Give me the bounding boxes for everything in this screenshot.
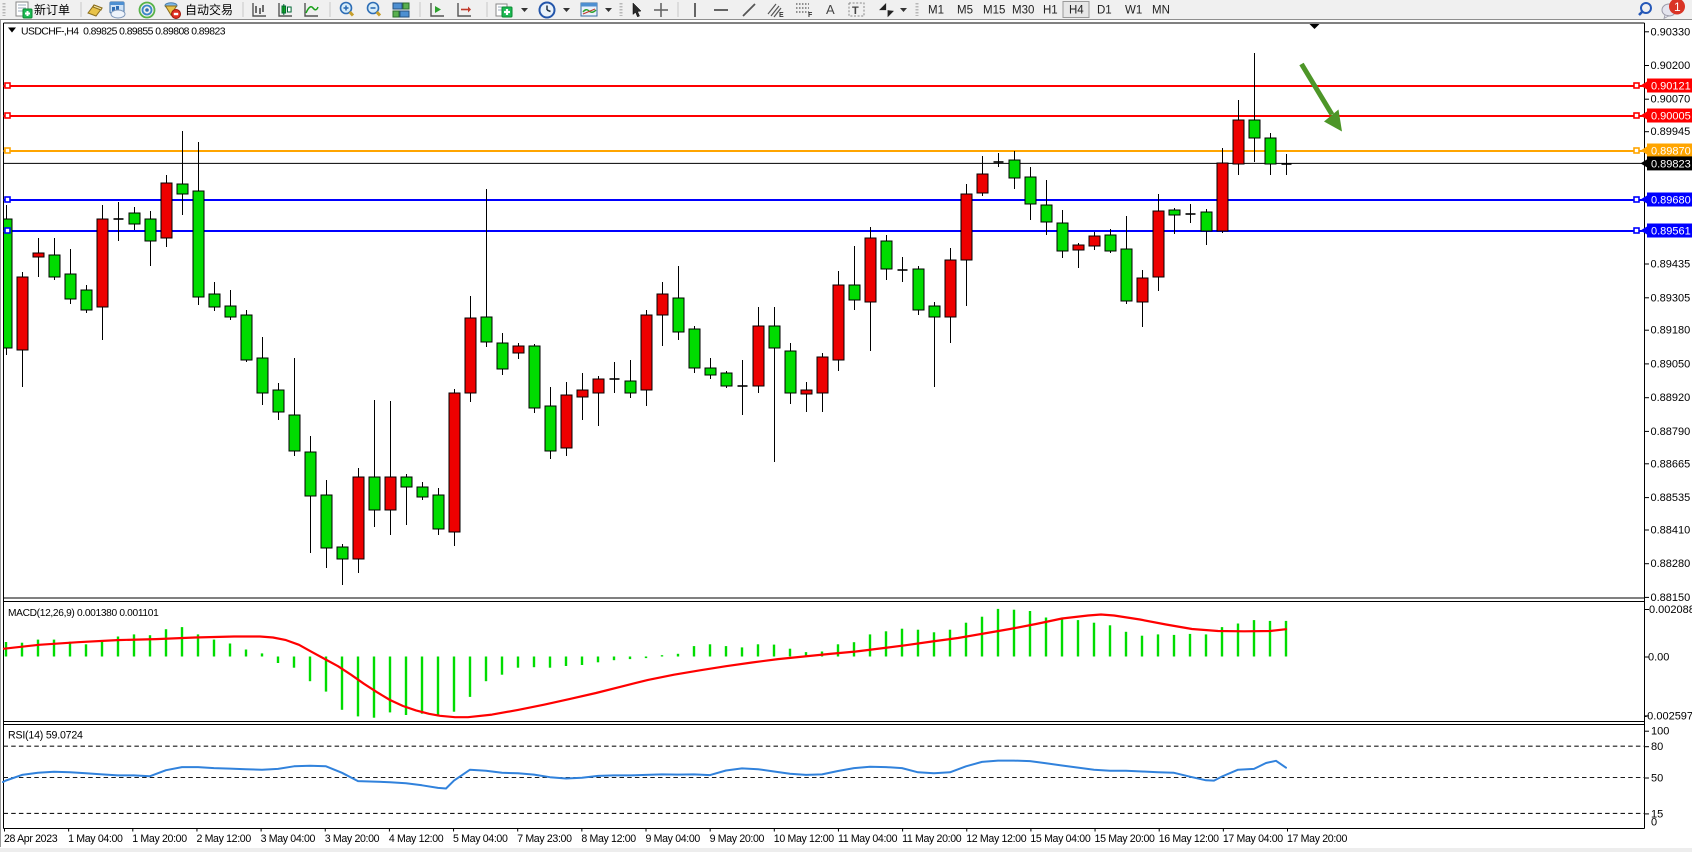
svg-text:0.90070: 0.90070 <box>1651 94 1691 106</box>
svg-text:17 May 20:00: 17 May 20:00 <box>1287 833 1347 845</box>
svg-text:1 May 20:00: 1 May 20:00 <box>132 833 187 845</box>
svg-text:50: 50 <box>1651 773 1663 785</box>
svg-text:MACD(12,26,9) 0.001380 0.00110: MACD(12,26,9) 0.001380 0.001101 <box>8 608 159 619</box>
svg-text:0.89435: 0.89435 <box>1651 259 1691 271</box>
svg-text:0.89823: 0.89823 <box>1651 158 1691 170</box>
svg-text:0.88790: 0.88790 <box>1651 426 1691 438</box>
svg-text:USDCHF-,H4 0.89825 0.89855 0.: USDCHF-,H4 0.89825 0.89855 0.89808 0.898… <box>21 27 226 38</box>
svg-text:D1: D1 <box>1097 5 1112 17</box>
svg-text:0.89561: 0.89561 <box>1651 226 1691 238</box>
svg-text:15: 15 <box>1651 808 1663 820</box>
svg-text:H1: H1 <box>1043 5 1058 17</box>
svg-text:4 May 12:00: 4 May 12:00 <box>389 833 444 845</box>
svg-text:M1: M1 <box>928 5 944 17</box>
svg-text:0.88665: 0.88665 <box>1651 458 1691 470</box>
svg-text:MN: MN <box>1152 5 1170 17</box>
svg-text:15 May 20:00: 15 May 20:00 <box>1095 833 1155 845</box>
svg-text:11 May 20:00: 11 May 20:00 <box>902 833 962 845</box>
svg-text:10 May 12:00: 10 May 12:00 <box>774 833 834 845</box>
svg-text:80: 80 <box>1651 741 1663 753</box>
svg-text:15 May 04:00: 15 May 04:00 <box>1030 833 1090 845</box>
svg-text:0.90330: 0.90330 <box>1651 26 1691 38</box>
svg-text:28 Apr 2023: 28 Apr 2023 <box>4 833 58 845</box>
svg-text:E: E <box>779 12 784 19</box>
svg-text:0.89180: 0.89180 <box>1651 325 1691 337</box>
svg-text:0.88410: 0.88410 <box>1651 525 1691 537</box>
svg-text:0.89680: 0.89680 <box>1651 195 1691 207</box>
svg-text:8 May 12:00: 8 May 12:00 <box>581 833 636 845</box>
svg-text:5 May 04:00: 5 May 04:00 <box>453 833 508 845</box>
svg-text:0.89050: 0.89050 <box>1651 358 1691 370</box>
svg-text:0.88150: 0.88150 <box>1651 592 1691 604</box>
svg-text:1 May 04:00: 1 May 04:00 <box>68 833 123 845</box>
svg-text:M5: M5 <box>957 5 973 17</box>
svg-text:100: 100 <box>1651 726 1669 738</box>
svg-text:H4: H4 <box>1069 5 1084 17</box>
svg-text:0.00: 0.00 <box>1648 652 1669 664</box>
svg-text:11 May 04:00: 11 May 04:00 <box>838 833 898 845</box>
svg-text:3 May 20:00: 3 May 20:00 <box>325 833 380 845</box>
svg-text:0: 0 <box>1651 817 1657 829</box>
svg-text:9 May 04:00: 9 May 04:00 <box>646 833 701 845</box>
svg-text:W1: W1 <box>1125 5 1142 17</box>
svg-text:0.89945: 0.89945 <box>1651 126 1691 138</box>
svg-text:0.90005: 0.90005 <box>1651 111 1691 123</box>
svg-text:0.88280: 0.88280 <box>1651 558 1691 570</box>
svg-text:M15: M15 <box>983 5 1005 17</box>
svg-text:16 May 12:00: 16 May 12:00 <box>1159 833 1219 845</box>
svg-text:3 May 04:00: 3 May 04:00 <box>261 833 316 845</box>
svg-text:17 May 04:00: 17 May 04:00 <box>1223 833 1283 845</box>
svg-text:12 May 12:00: 12 May 12:00 <box>966 833 1026 845</box>
svg-text:0.89305: 0.89305 <box>1651 292 1691 304</box>
svg-text:7 May 23:00: 7 May 23:00 <box>517 833 572 845</box>
svg-text:自动交易: 自动交易 <box>185 2 233 17</box>
svg-text:-0.002597: -0.002597 <box>1644 710 1692 722</box>
svg-text:0.90200: 0.90200 <box>1651 60 1691 72</box>
svg-text:0.88535: 0.88535 <box>1651 492 1691 504</box>
svg-text:9 May 20:00: 9 May 20:00 <box>710 833 765 845</box>
svg-text:1: 1 <box>1674 0 1681 14</box>
svg-text:0.002088: 0.002088 <box>1649 604 1692 616</box>
svg-text:M30: M30 <box>1012 5 1034 17</box>
svg-text:T: T <box>852 5 859 17</box>
svg-text:新订单: 新订单 <box>34 2 70 17</box>
svg-text:0.90121: 0.90121 <box>1651 81 1691 93</box>
svg-text:0.89870: 0.89870 <box>1651 146 1691 158</box>
svg-text:A: A <box>826 2 835 17</box>
svg-text:F: F <box>808 12 813 19</box>
svg-text:0.88920: 0.88920 <box>1651 392 1691 404</box>
svg-text:RSI(14) 59.0724: RSI(14) 59.0724 <box>8 730 83 742</box>
svg-text:2 May 12:00: 2 May 12:00 <box>196 833 251 845</box>
